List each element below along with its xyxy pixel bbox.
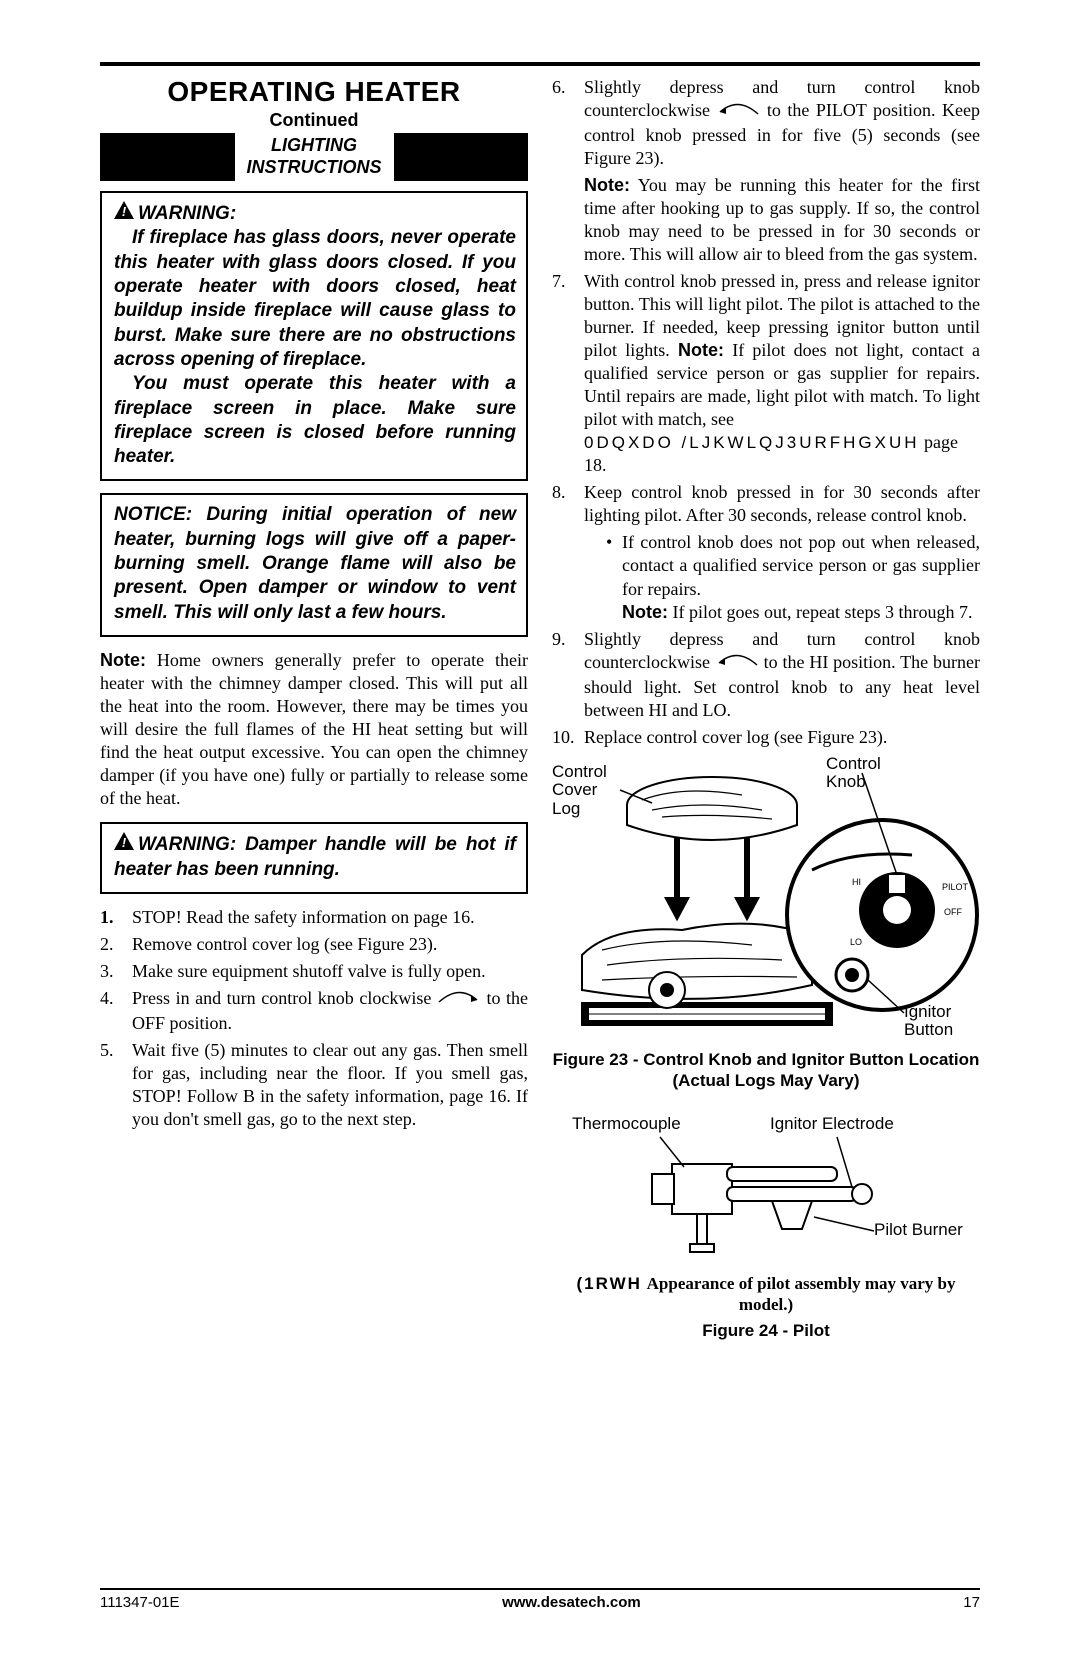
step-7: With control knob pressed in, press and …	[552, 270, 980, 477]
step-10: Replace control cover log (see Figure 23…	[552, 726, 980, 749]
right-column: Slightly depress and turn control knob c…	[552, 76, 980, 1341]
damper-note: Note: Home owners generally prefer to op…	[100, 649, 528, 810]
svg-text:!: !	[122, 835, 127, 850]
fig24-garbled: (1RWH	[577, 1274, 642, 1293]
counterclockwise-arrow-icon	[716, 100, 760, 124]
step-5: Wait five (5) minutes to clear out any g…	[100, 1039, 528, 1131]
fig24-note-text: Appearance of pilot assembly may vary by…	[647, 1274, 956, 1314]
step-6-note: Note: You may be running this heater for…	[584, 174, 980, 266]
step-6-note-lead: Note:	[584, 175, 630, 195]
figure-24-note: (1RWH Appearance of pilot assembly may v…	[552, 1273, 980, 1316]
knob-hi-label: HI	[852, 877, 861, 887]
top-rule	[100, 62, 980, 66]
knob-pilot-label: PILOT	[942, 882, 969, 892]
step-1: STOP! Read the safety information on pag…	[100, 906, 528, 929]
step-9: Slightly depress and turn control knob c…	[552, 628, 980, 722]
note-lead: Note:	[100, 650, 146, 670]
step-7-garbled-line: 0DQXDO /LJKWLQJ3URFHGXUH page 18.	[584, 431, 980, 477]
step-6: Slightly depress and turn control knob c…	[552, 76, 980, 266]
footer-page-number: 17	[963, 1594, 980, 1611]
figure-23-caption: Figure 23 - Control Knob and Ignitor But…	[552, 1049, 980, 1092]
warning-box-1: ! WARNING: If fireplace has glass doors,…	[100, 191, 528, 481]
step-8-bullet-note: Note: If pilot goes out, repeat steps 3 …	[622, 601, 980, 624]
two-column-layout: OPERATING HEATER Continued LIGHTING INST…	[100, 76, 980, 1341]
steps-right: Slightly depress and turn control knob c…	[552, 76, 980, 749]
warning-triangle-icon: !	[114, 832, 134, 857]
step-8-bullet: If control knob does not pop out when re…	[606, 531, 980, 623]
label-control-knob: Control Knob	[826, 755, 881, 792]
knob-off-label: OFF	[944, 907, 962, 917]
step-3: Make sure equipment shutoff valve is ful…	[100, 960, 528, 983]
step-8-bullet-note-body: If pilot goes out, repeat steps 3 throug…	[668, 602, 972, 622]
notice-box: NOTICE: During initial operation of new …	[100, 493, 528, 637]
step-8: Keep control knob pressed in for 30 seco…	[552, 481, 980, 623]
figure-24: Thermocouple Ignitor Electrode Pilot Bur…	[552, 1109, 980, 1269]
step-8-bullet-note-lead: Note:	[622, 602, 668, 622]
notice-text: NOTICE: During initial operation of new …	[114, 503, 516, 625]
subhead-bar-left	[100, 133, 235, 181]
label-control-cover-log: Control Cover Log	[552, 763, 607, 819]
footer-row: 111347-01E www.desatech.com 17	[100, 1594, 980, 1611]
left-column: OPERATING HEATER Continued LIGHTING INST…	[100, 76, 528, 1341]
subhead-text: LIGHTING INSTRUCTIONS	[235, 133, 394, 181]
warning-1-para1: If fireplace has glass doors, never oper…	[114, 226, 516, 372]
warning-2-text: ! WARNING: Damper handle will be hot if …	[114, 832, 516, 882]
page-footer: 111347-01E www.desatech.com 17	[100, 1588, 980, 1611]
warning-2-lead: WARNING:	[138, 834, 236, 855]
step-6-note-body: You may be running this heater for the f…	[584, 175, 980, 264]
clockwise-arrow-icon	[437, 988, 481, 1012]
warning-1-text: ! WARNING: If fireplace has glass doors,…	[114, 201, 516, 469]
step-2: Remove control cover log (see Figure 23)…	[100, 933, 528, 956]
step-7-note-lead: Note:	[678, 340, 724, 360]
label-ignitor-electrode: Ignitor Electrode	[770, 1115, 894, 1134]
warning-triangle-icon: !	[114, 201, 134, 226]
warning-box-2: ! WARNING: Damper handle will be hot if …	[100, 822, 528, 894]
label-ignitor-button: Ignitor Button	[904, 1003, 953, 1040]
step-8-text: Keep control knob pressed in for 30 seco…	[584, 482, 980, 525]
step-4-pre: Press in and turn control knob clockwise	[132, 988, 437, 1008]
lighting-subhead: LIGHTING INSTRUCTIONS	[100, 133, 528, 181]
counterclockwise-arrow-icon	[715, 651, 759, 675]
label-thermocouple: Thermocouple	[572, 1115, 681, 1134]
main-heading: OPERATING HEATER	[100, 76, 528, 108]
footer-url: www.desatech.com	[502, 1594, 641, 1611]
label-pilot-burner: Pilot Burner	[874, 1221, 963, 1240]
subhead-bar-right	[394, 133, 529, 181]
figure-23: PILOT OFF HI LO Cont	[552, 755, 980, 1045]
figure-24-caption: Figure 24 - Pilot	[552, 1320, 980, 1341]
footer-doc-id: 111347-01E	[100, 1594, 180, 1611]
step-4: Press in and turn control knob clockwise…	[100, 987, 528, 1035]
steps-left: STOP! Read the safety information on pag…	[100, 906, 528, 1131]
knob-lo-label: LO	[850, 937, 862, 947]
step-8-bullet-text: If control knob does not pop out when re…	[622, 532, 980, 598]
step-8-bullets: If control knob does not pop out when re…	[584, 531, 980, 623]
footer-rule	[100, 1588, 980, 1590]
garbled-text: 0DQXDO /LJKWLQJ3URFHGXUH	[584, 433, 920, 452]
page-content: OPERATING HEATER Continued LIGHTING INST…	[100, 62, 980, 1341]
note-body: Home owners generally prefer to operate …	[100, 650, 528, 808]
svg-text:!: !	[122, 204, 127, 219]
continued-label: Continued	[100, 110, 528, 131]
warning-1-para2: You must operate this heater with a fire…	[114, 372, 516, 469]
warning-1-lead: WARNING:	[138, 203, 236, 224]
